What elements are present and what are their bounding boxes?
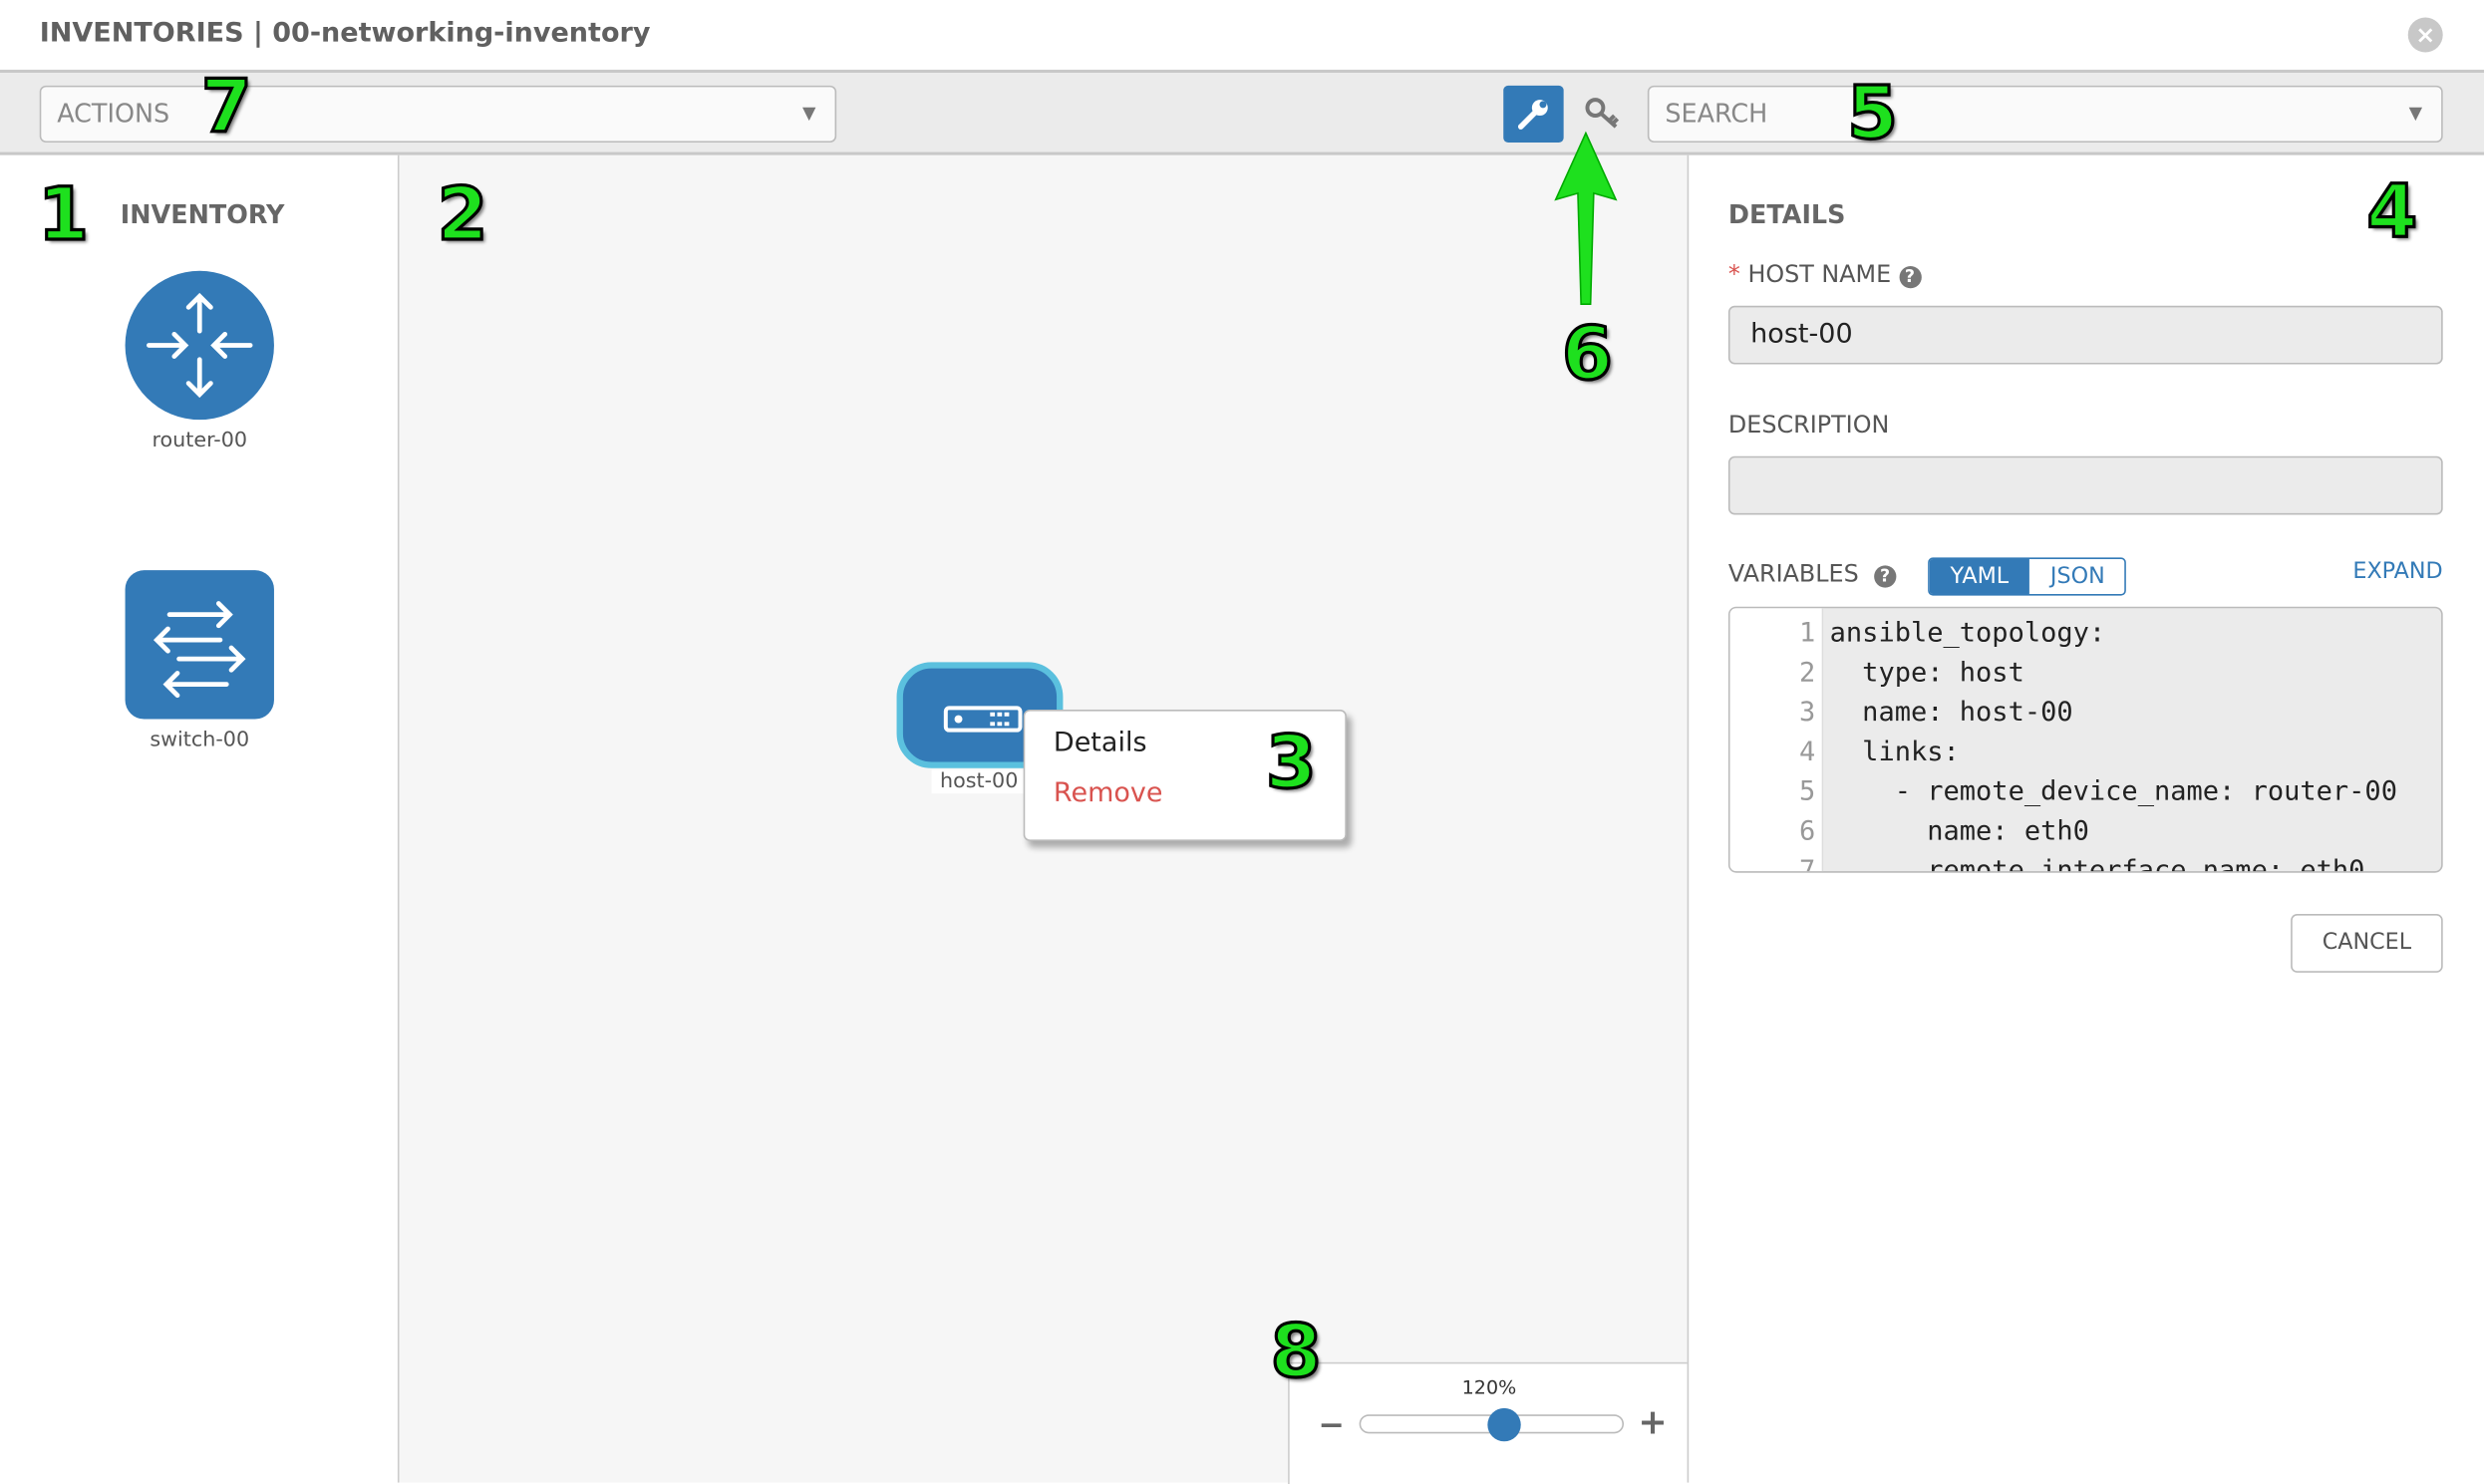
variables-editor[interactable]: 1 ansible_topology: 2 type: host 3 name: ho… [1727, 606, 2443, 873]
format-toggle: YAML JSON [1928, 557, 2126, 596]
host-name-input[interactable]: host-00 [1727, 305, 2443, 365]
switch-label: switch-00 [150, 729, 250, 752]
line-number: 6 [1799, 815, 1816, 848]
switch-icon [153, 601, 246, 699]
chevron-down-icon: ▼ [2408, 103, 2423, 124]
host-name-label: * HOST NAME ? [1727, 259, 1922, 289]
annotation-6: 6 [1560, 309, 1614, 398]
annotation-5: 5 [1846, 68, 1900, 156]
annotation-1: 1 [37, 169, 91, 258]
description-input[interactable] [1727, 455, 2443, 515]
annotation-3: 3 [1264, 718, 1318, 806]
inventory-title: INVENTORY [120, 199, 285, 230]
router-icon [147, 292, 253, 399]
cancel-button[interactable]: CANCEL [2291, 914, 2443, 973]
line-number: 4 [1799, 737, 1816, 768]
annotation-8: 8 [1269, 1307, 1323, 1395]
host-icon [943, 706, 1023, 733]
json-toggle[interactable]: JSON [2049, 563, 2105, 590]
zoom-control: 120% − + [1288, 1361, 1690, 1484]
close-icon[interactable]: × [2407, 17, 2443, 53]
line-number: 7 [1799, 855, 1816, 873]
annotation-7: 7 [199, 62, 253, 150]
help-icon[interactable]: ? [1873, 565, 1897, 588]
host-name-label-text: HOST NAME [1747, 259, 1892, 289]
search-label: SEARCH [1665, 98, 1768, 129]
annotation-2: 2 [436, 169, 489, 258]
annotation-arrow-icon [1554, 131, 1618, 305]
code-line: - remote_device_name: router-00 [1829, 775, 2397, 808]
zoom-out-button[interactable]: − [1318, 1404, 1345, 1443]
actions-dropdown[interactable]: ACTIONS ▼ [39, 85, 837, 144]
line-number: 5 [1799, 775, 1816, 808]
context-menu: Details Remove [1023, 710, 1347, 841]
variables-label: VARIABLES ? [1727, 559, 1897, 588]
zoom-slider-thumb[interactable] [1488, 1407, 1522, 1442]
description-label: DESCRIPTION [1727, 410, 1890, 440]
wrench-icon [1517, 100, 1548, 130]
zoom-in-button[interactable]: + [1638, 1403, 1668, 1443]
required-mark: * [1727, 259, 1740, 289]
inventory-item-router[interactable] [125, 270, 274, 421]
key-button[interactable] [1581, 92, 1626, 137]
page-title: INVENTORIES | 00-networking-inventory [39, 17, 651, 50]
router-label: router-00 [152, 429, 248, 453]
chevron-down-icon: ▼ [802, 103, 816, 124]
host-node-label: host-00 [931, 769, 1027, 794]
line-number: 2 [1799, 657, 1816, 690]
code-line: type: host [1829, 657, 2024, 690]
line-number: 3 [1799, 697, 1816, 730]
search-dropdown[interactable]: SEARCH ▼ [1647, 85, 2443, 144]
help-icon[interactable]: ? [1898, 266, 1922, 289]
code-line: links: [1829, 737, 1960, 768]
context-menu-remove[interactable]: Remove [1053, 777, 1163, 810]
context-menu-details[interactable]: Details [1053, 727, 1147, 759]
line-gutter [1729, 608, 1824, 872]
yaml-toggle[interactable]: YAML [1929, 559, 2029, 594]
line-number: 1 [1799, 617, 1816, 650]
actions-label: ACTIONS [57, 98, 170, 129]
header [0, 0, 2484, 74]
code-line: remote_interface_name: eth0 [1829, 855, 2365, 873]
expand-link[interactable]: EXPAND [2352, 559, 2443, 585]
code-line: ansible_topology: [1829, 617, 2106, 650]
annotation-4: 4 [2365, 166, 2419, 255]
wrench-button[interactable] [1503, 85, 1564, 144]
details-title: DETAILS [1727, 199, 1846, 230]
key-icon [1585, 98, 1620, 129]
inventory-item-switch[interactable] [125, 570, 274, 720]
code-line: name: host-00 [1829, 697, 2073, 730]
zoom-level: 120% [1461, 1376, 1517, 1399]
variables-label-text: VARIABLES [1727, 559, 1859, 588]
code-line: name: eth0 [1829, 815, 2089, 848]
